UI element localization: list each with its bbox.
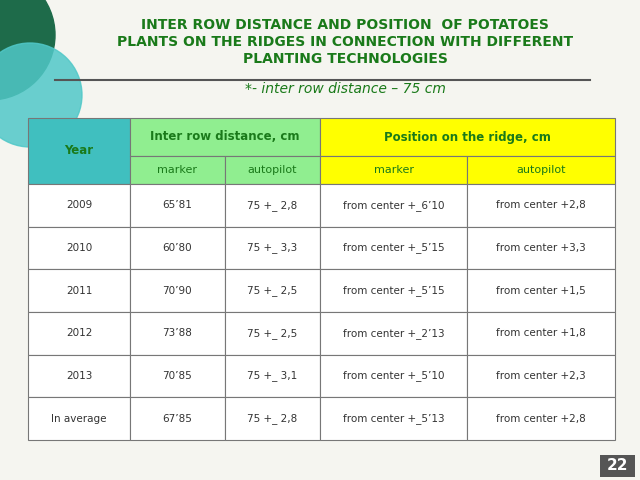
Text: 65’81: 65’81 xyxy=(163,200,193,210)
Bar xyxy=(225,355,320,397)
Text: 75 +_ 2,8: 75 +_ 2,8 xyxy=(247,413,298,424)
Bar xyxy=(225,184,320,227)
Bar xyxy=(320,355,467,397)
Bar xyxy=(320,312,467,355)
Bar xyxy=(130,227,225,269)
Text: 70’85: 70’85 xyxy=(163,371,192,381)
Text: 73’88: 73’88 xyxy=(163,328,193,338)
Text: from center +_5’15: from center +_5’15 xyxy=(343,242,444,253)
Bar xyxy=(28,397,130,440)
Text: 75 +_ 2,8: 75 +_ 2,8 xyxy=(247,200,298,211)
Text: marker: marker xyxy=(374,165,413,175)
Text: from center +1,5: from center +1,5 xyxy=(496,286,586,296)
Text: from center +_5’15: from center +_5’15 xyxy=(343,285,444,296)
Text: PLANTING TECHNOLOGIES: PLANTING TECHNOLOGIES xyxy=(243,52,447,66)
Bar xyxy=(28,312,130,355)
Text: 75 +_ 2,5: 75 +_ 2,5 xyxy=(247,285,298,296)
Circle shape xyxy=(0,0,55,100)
Bar xyxy=(320,227,467,269)
Text: from center +_2’13: from center +_2’13 xyxy=(343,328,444,339)
Bar xyxy=(225,227,320,269)
Text: Position on the ridge, cm: Position on the ridge, cm xyxy=(384,131,551,144)
Text: INTER ROW DISTANCE AND POSITION  OF POTATOES: INTER ROW DISTANCE AND POSITION OF POTAT… xyxy=(141,18,549,32)
Bar xyxy=(320,269,467,312)
Text: PLANTS ON THE RIDGES IN CONNECTION WITH DIFFERENT: PLANTS ON THE RIDGES IN CONNECTION WITH … xyxy=(117,35,573,49)
Text: from center +2,3: from center +2,3 xyxy=(496,371,586,381)
Bar xyxy=(467,184,615,227)
Text: 75 +_ 3,3: 75 +_ 3,3 xyxy=(247,242,298,253)
Text: 22: 22 xyxy=(606,458,628,473)
Text: from center +2,8: from center +2,8 xyxy=(496,414,586,424)
Bar xyxy=(28,184,130,227)
Bar xyxy=(28,269,130,312)
Bar xyxy=(225,397,320,440)
Bar xyxy=(130,156,225,184)
Bar xyxy=(225,312,320,355)
Bar xyxy=(467,397,615,440)
Bar xyxy=(28,227,130,269)
Bar xyxy=(130,397,225,440)
Text: marker: marker xyxy=(157,165,197,175)
Bar xyxy=(130,355,225,397)
Text: *- inter row distance – 75 cm: *- inter row distance – 75 cm xyxy=(244,82,445,96)
Text: 75 +_ 2,5: 75 +_ 2,5 xyxy=(247,328,298,339)
Bar xyxy=(467,227,615,269)
Text: 2011: 2011 xyxy=(66,286,92,296)
Bar xyxy=(467,156,615,184)
Text: 2012: 2012 xyxy=(66,328,92,338)
Text: 2010: 2010 xyxy=(66,243,92,253)
Text: from center +_5’10: from center +_5’10 xyxy=(343,371,444,382)
Bar xyxy=(467,355,615,397)
Bar xyxy=(130,118,320,156)
Bar xyxy=(225,156,320,184)
Text: 75 +_ 3,1: 75 +_ 3,1 xyxy=(247,371,298,382)
Text: In average: In average xyxy=(51,414,107,424)
Text: from center +_5’13: from center +_5’13 xyxy=(343,413,444,424)
Bar xyxy=(130,269,225,312)
Text: 2013: 2013 xyxy=(66,371,92,381)
Bar xyxy=(600,455,635,477)
Bar xyxy=(28,118,130,184)
Text: 60’80: 60’80 xyxy=(163,243,192,253)
Text: 70’90: 70’90 xyxy=(163,286,192,296)
Bar xyxy=(320,118,615,156)
Bar xyxy=(225,269,320,312)
Text: autopilot: autopilot xyxy=(516,165,566,175)
Text: from center +1,8: from center +1,8 xyxy=(496,328,586,338)
Bar xyxy=(320,184,467,227)
Bar xyxy=(320,397,467,440)
Text: Year: Year xyxy=(65,144,93,157)
Bar xyxy=(28,355,130,397)
Bar xyxy=(130,184,225,227)
Text: autopilot: autopilot xyxy=(248,165,297,175)
Text: 67’85: 67’85 xyxy=(163,414,193,424)
Text: Inter row distance, cm: Inter row distance, cm xyxy=(150,131,300,144)
Text: from center +2,8: from center +2,8 xyxy=(496,200,586,210)
Text: 2009: 2009 xyxy=(66,200,92,210)
Text: from center +_6’10: from center +_6’10 xyxy=(343,200,444,211)
Text: from center +3,3: from center +3,3 xyxy=(496,243,586,253)
Circle shape xyxy=(0,43,82,147)
Bar xyxy=(130,312,225,355)
Bar xyxy=(320,156,467,184)
Bar xyxy=(467,312,615,355)
Bar xyxy=(467,269,615,312)
